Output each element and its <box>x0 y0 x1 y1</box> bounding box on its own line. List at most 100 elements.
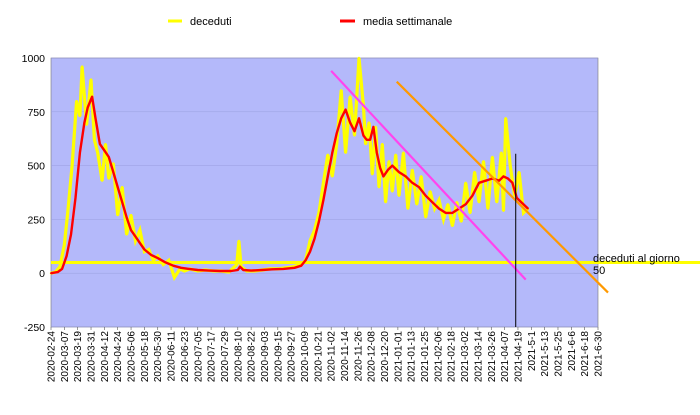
data-point-media <box>502 175 505 178</box>
data-point-deceduti <box>357 56 361 60</box>
data-point-deceduti <box>80 65 84 68</box>
data-point-media <box>478 181 480 184</box>
data-point-media <box>369 138 371 141</box>
data-point-deceduti <box>138 228 142 232</box>
data-point-media <box>515 196 518 199</box>
data-point-media <box>326 175 329 178</box>
data-point-deceduti <box>384 200 387 204</box>
data-point-deceduti <box>353 134 356 137</box>
data-point-media <box>50 272 52 275</box>
data-point-media <box>511 181 514 184</box>
data-point-deceduti <box>58 265 62 268</box>
legend: deceduti media settimanale <box>168 16 452 28</box>
data-point-media <box>121 201 124 204</box>
data-point-deceduti <box>522 211 525 215</box>
data-point-media <box>379 166 381 169</box>
data-point-deceduti <box>371 173 374 176</box>
legend-label-media: media settimanale <box>363 16 452 28</box>
x-tick-label: 2020-10-21 <box>313 331 324 383</box>
data-point-media <box>172 264 175 267</box>
data-point-deceduti <box>394 153 397 157</box>
data-point-deceduti <box>402 151 405 154</box>
data-point-deceduti <box>308 239 312 243</box>
x-tick-label: 2020-07-05 <box>193 331 204 383</box>
data-point-deceduti <box>460 220 463 223</box>
x-tick-label: 2021-02-18 <box>447 331 458 383</box>
data-point-media <box>362 134 365 137</box>
trend-line-1 <box>330 70 527 281</box>
data-point-deceduti <box>78 114 82 118</box>
data-point-deceduti <box>104 142 107 146</box>
data-point-media <box>271 268 274 271</box>
data-point-deceduti <box>495 200 499 204</box>
data-point-deceduti <box>442 218 445 221</box>
data-point-media <box>230 270 233 272</box>
data-point-deceduti <box>96 151 99 154</box>
y-tick-label: 250 <box>27 214 45 226</box>
annotation-line2: 50 <box>593 265 605 277</box>
data-point-media <box>349 121 351 124</box>
data-point-media <box>242 269 245 271</box>
data-point-media <box>382 175 385 178</box>
data-point-deceduti <box>70 164 74 167</box>
x-tick-label: 2020-12-20 <box>380 331 391 383</box>
x-tick-label: 2020-11-26 <box>353 331 364 382</box>
legend-label-deceduti: deceduti <box>190 16 232 28</box>
x-tick-label: 2020-07-29 <box>220 331 231 383</box>
data-point-media <box>331 151 334 154</box>
data-point-deceduti <box>326 153 330 157</box>
y-tick-label: 750 <box>27 107 45 119</box>
data-point-deceduti <box>508 164 512 167</box>
data-point-deceduti <box>75 99 78 103</box>
data-point-media <box>507 177 509 180</box>
data-point-media <box>94 117 97 120</box>
data-point-deceduti <box>335 142 338 146</box>
data-point-media <box>86 106 89 109</box>
data-point-media <box>391 164 394 167</box>
x-tick-label: 2020-05-30 <box>153 331 164 383</box>
x-tick-label: 2020-08-22 <box>247 331 258 383</box>
data-point-media <box>112 171 115 173</box>
data-point-media <box>139 242 141 244</box>
data-point-media <box>236 269 239 271</box>
data-point-deceduti <box>420 175 423 178</box>
data-point-deceduti <box>173 276 176 279</box>
x-tick-label: 2020-05-18 <box>140 331 151 383</box>
x-tick-label: 2020-06-11 <box>167 331 178 382</box>
data-point-media <box>438 207 440 210</box>
x-tick-label: 2020-07-17 <box>207 331 218 383</box>
data-point-deceduti <box>455 200 459 204</box>
data-point-media <box>418 186 420 189</box>
data-point-deceduti <box>477 200 481 204</box>
data-point-media <box>353 130 356 133</box>
data-point-media <box>520 201 523 204</box>
data-point-deceduti <box>235 263 238 266</box>
x-tick-label: 2021-6-6 <box>567 331 578 371</box>
data-point-deceduti <box>63 244 66 247</box>
data-point-media <box>130 229 132 232</box>
data-point-media <box>431 201 434 204</box>
data-point-media <box>83 121 86 124</box>
data-point-deceduti <box>428 190 432 193</box>
data-point-media <box>196 269 199 271</box>
data-point-deceduti <box>433 207 436 210</box>
data-point-deceduti <box>406 207 410 210</box>
data-point-deceduti <box>100 179 104 182</box>
x-tick-label: 2020-09-03 <box>260 331 271 383</box>
data-point-media <box>318 220 320 223</box>
x-tick-label: 2020-12-08 <box>367 331 378 383</box>
data-point-media <box>365 138 368 141</box>
data-point-media <box>107 156 110 158</box>
data-point-media <box>372 125 375 128</box>
x-tick-label: 2020-03-07 <box>60 331 71 383</box>
data-point-media <box>125 216 128 219</box>
data-point-deceduti <box>331 175 334 178</box>
data-point-deceduti <box>437 198 441 202</box>
data-point-deceduti <box>491 155 494 159</box>
data-point-deceduti <box>93 138 96 141</box>
data-point-deceduti <box>112 162 115 165</box>
data-point-deceduti <box>120 185 124 189</box>
data-point-deceduti <box>152 259 155 262</box>
data-point-media <box>300 264 303 267</box>
data-point-deceduti <box>237 239 241 243</box>
